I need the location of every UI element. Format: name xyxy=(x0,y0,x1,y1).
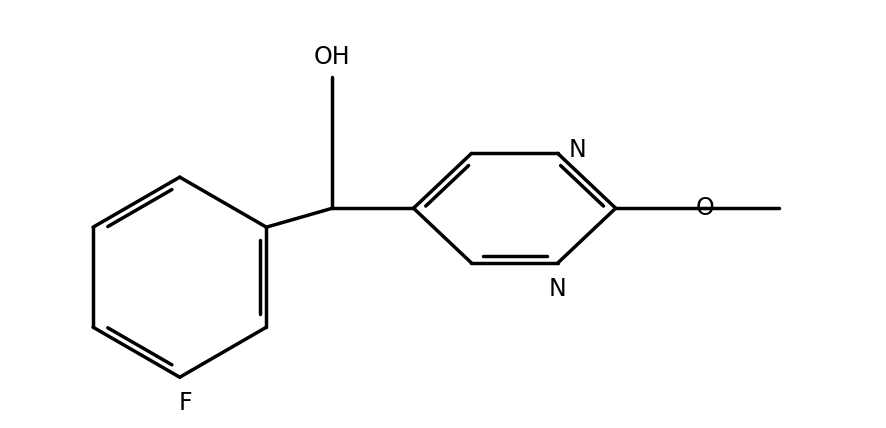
Text: N: N xyxy=(568,138,586,162)
Text: O: O xyxy=(696,196,715,220)
Text: F: F xyxy=(178,391,191,415)
Text: N: N xyxy=(549,276,567,300)
Text: OH: OH xyxy=(315,45,351,68)
